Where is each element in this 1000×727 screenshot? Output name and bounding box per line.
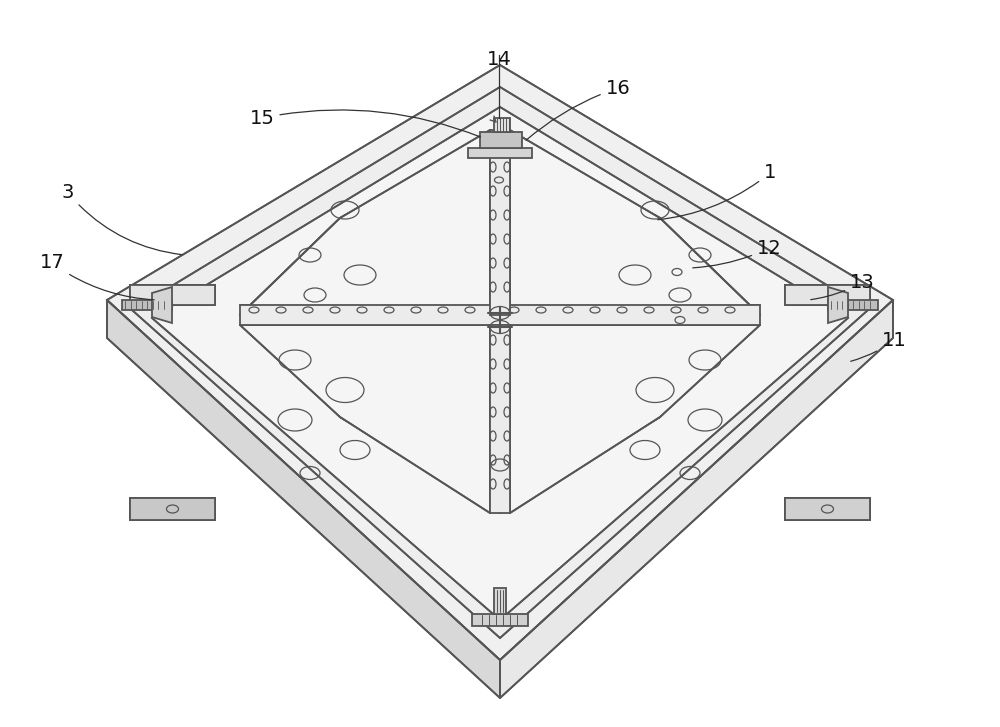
- Polygon shape: [490, 130, 510, 315]
- Polygon shape: [785, 498, 870, 520]
- Polygon shape: [132, 87, 868, 638]
- Polygon shape: [494, 118, 510, 132]
- Polygon shape: [828, 300, 878, 310]
- Polygon shape: [490, 325, 510, 513]
- Polygon shape: [785, 498, 870, 520]
- Text: 16: 16: [526, 79, 630, 140]
- Polygon shape: [785, 285, 870, 305]
- Polygon shape: [130, 285, 215, 305]
- Polygon shape: [240, 305, 500, 325]
- Polygon shape: [240, 130, 490, 315]
- Polygon shape: [152, 107, 848, 620]
- Polygon shape: [510, 130, 760, 315]
- Text: 1: 1: [658, 164, 776, 220]
- Text: 3: 3: [62, 183, 182, 254]
- Polygon shape: [480, 132, 522, 148]
- Polygon shape: [122, 300, 172, 310]
- Polygon shape: [510, 325, 760, 513]
- Polygon shape: [500, 305, 760, 325]
- Text: 14: 14: [487, 50, 511, 69]
- Polygon shape: [130, 498, 215, 520]
- Polygon shape: [472, 614, 528, 626]
- Polygon shape: [240, 130, 760, 513]
- Polygon shape: [500, 300, 893, 698]
- Text: 12: 12: [693, 238, 782, 268]
- Text: 17: 17: [40, 254, 154, 300]
- Polygon shape: [468, 148, 532, 158]
- Polygon shape: [240, 325, 490, 513]
- Polygon shape: [494, 588, 506, 614]
- Text: 13: 13: [811, 273, 875, 300]
- Polygon shape: [107, 65, 893, 660]
- Text: 11: 11: [851, 331, 907, 361]
- Polygon shape: [107, 300, 500, 698]
- Polygon shape: [828, 287, 848, 323]
- Text: 15: 15: [250, 108, 480, 137]
- Polygon shape: [152, 287, 172, 323]
- Polygon shape: [130, 498, 215, 520]
